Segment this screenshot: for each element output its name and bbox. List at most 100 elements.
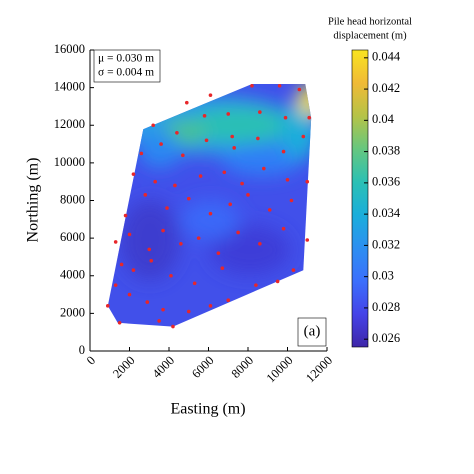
pile-point (204, 138, 209, 143)
y-tick-label: 16000 (54, 42, 85, 56)
pile-point (186, 196, 191, 201)
pile-point (281, 149, 286, 154)
x-tick-label: 2000 (110, 353, 138, 381)
colorbar-tick-label: 0.04 (372, 112, 395, 126)
pile-point (139, 151, 144, 156)
pile-point (220, 266, 225, 271)
pile-point (151, 123, 155, 128)
pile-point (232, 146, 236, 150)
pile-point (240, 181, 244, 186)
annotation: σ = 0.004 m (98, 67, 154, 79)
pile-point (165, 206, 169, 210)
annotation: μ = 0.030 m (98, 53, 154, 65)
colorbar-tick-label: 0.036 (372, 175, 400, 189)
pile-point (208, 304, 213, 308)
pile-point (147, 247, 152, 252)
pile-point (159, 142, 163, 146)
displacement-field (107, 84, 312, 327)
pile-point (196, 236, 201, 240)
pile-point (105, 304, 110, 308)
colorbar-tick-label: 0.042 (372, 81, 400, 95)
x-axis-label: Easting (m) (170, 401, 245, 418)
pile-point (226, 112, 231, 116)
pile-point (254, 283, 258, 287)
pile-point (258, 110, 262, 114)
y-tick-label: 14000 (54, 80, 85, 94)
pile-point (127, 232, 132, 237)
colorbar-tick-label: 0.034 (372, 206, 401, 220)
x-tick-label: 8000 (229, 353, 257, 381)
pile-point (181, 153, 185, 158)
pile-point (236, 230, 240, 235)
pile-point (161, 307, 165, 312)
stats-box (93, 49, 161, 83)
pile-point (228, 202, 233, 207)
pile-point (208, 211, 213, 216)
pile-point (171, 324, 175, 329)
pile-point (186, 309, 191, 314)
pile-point (305, 238, 310, 242)
annotation: (a) (304, 323, 321, 339)
x-tick-label: 12000 (303, 353, 335, 385)
pile-point (305, 179, 310, 184)
pile-point (246, 193, 250, 197)
pile-point (202, 114, 207, 118)
x-tick-label: 0 (84, 353, 98, 367)
y-tick-label: 4000 (60, 268, 85, 282)
colorbar-tick-label: 0.028 (372, 300, 400, 314)
x-tick-label: 4000 (150, 353, 178, 381)
pile-point (131, 172, 136, 176)
pile-point (267, 208, 272, 212)
pile-point (275, 279, 280, 284)
pile-point (301, 134, 306, 139)
pile-point (127, 292, 132, 297)
pile-point (161, 228, 165, 233)
colorbar-tick-label: 0.03 (372, 269, 394, 283)
pile-point (149, 258, 154, 263)
pile-point (258, 241, 262, 246)
pile-point (145, 300, 150, 304)
y-tick-label: 10000 (54, 155, 85, 169)
pile-point (307, 115, 312, 120)
pile-point (283, 115, 288, 120)
y-tick-label: 8000 (60, 192, 85, 206)
x-tick-label: 10000 (264, 353, 296, 385)
pile-point (119, 262, 124, 267)
pile-point (216, 251, 221, 255)
pile-point (230, 134, 234, 139)
colorbar (351, 49, 369, 348)
pile-point (289, 198, 294, 203)
x-tick-label: 6000 (189, 353, 217, 381)
pile-point (123, 213, 128, 218)
colorbar-label: Pile head horizontal (328, 16, 412, 27)
pile-point (169, 273, 173, 278)
pile-point (262, 166, 266, 171)
pile-point (297, 87, 302, 92)
pile-point (153, 179, 157, 184)
pile-point (277, 83, 282, 88)
pile-point (250, 83, 254, 88)
y-tick-label: 2000 (60, 305, 85, 319)
y-tick-label: 6000 (60, 230, 85, 244)
colorbar-tick-label: 0.044 (372, 50, 401, 64)
pile-point (157, 319, 161, 323)
pile-point (222, 170, 227, 175)
colorbar-tick-label: 0.026 (372, 331, 400, 345)
y-axis-label: Northing (m) (25, 158, 42, 243)
pile-point (281, 226, 286, 231)
pile-point (208, 93, 213, 97)
pile-point (113, 240, 118, 244)
pile-point (143, 193, 148, 197)
pile-point (173, 183, 177, 188)
colorbar-tick-label: 0.038 (372, 143, 400, 157)
colorbar-tick-label: 0.032 (372, 237, 400, 251)
colorbar-label: displacement (m) (333, 30, 407, 41)
pile-point (285, 178, 290, 182)
y-tick-label: 0 (79, 343, 85, 357)
pile-point (291, 268, 296, 272)
pile-point (198, 174, 203, 178)
pile-point (226, 298, 231, 303)
pile-point (192, 281, 197, 286)
pile-point (113, 283, 118, 287)
